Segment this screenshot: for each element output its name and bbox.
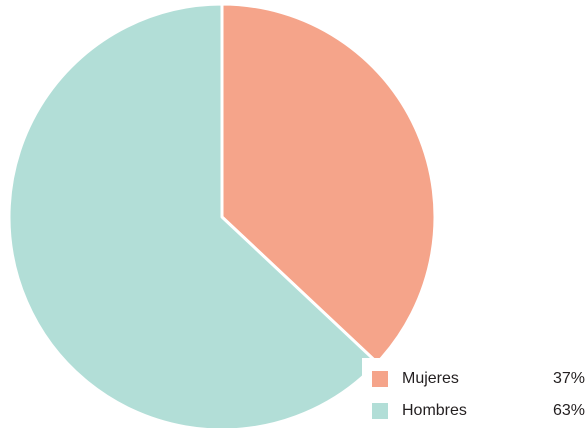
pie-slice-hombres — [7, 2, 379, 428]
legend-swatch-mujeres — [372, 371, 388, 387]
legend-item-mujeres: Mujeres 37% — [372, 368, 585, 390]
legend-swatch-hombres — [372, 403, 388, 419]
legend-value-hombres: 63% — [552, 402, 585, 419]
pie-slice-mujeres — [220, 2, 437, 365]
legend: Mujeres 37% Hombres 63% — [362, 358, 585, 428]
pie-slices — [7, 2, 437, 428]
legend-item-hombres: Hombres 63% — [372, 400, 585, 422]
legend-label-mujeres: Mujeres — [402, 370, 459, 387]
legend-value-mujeres: 37% — [552, 370, 585, 387]
legend-label-hombres: Hombres — [402, 402, 467, 419]
